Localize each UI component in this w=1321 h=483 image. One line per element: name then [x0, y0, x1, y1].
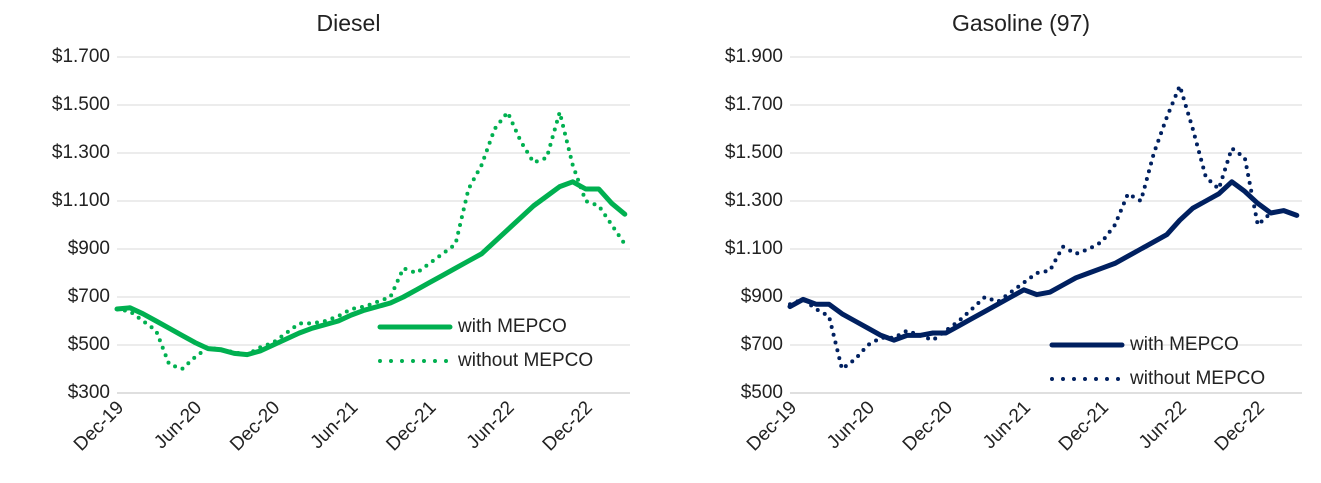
x-tick-label: Jun-21 [979, 397, 1035, 453]
chart-title: Gasoline (97) [952, 10, 1090, 36]
x-tick-label: Dec-19 [70, 397, 128, 455]
y-tick-label: $1.300 [52, 142, 110, 163]
y-tick-label: $900 [68, 238, 110, 259]
y-tick-label: $1.500 [725, 142, 783, 163]
series-line [787, 179, 1300, 343]
x-tick-label: Dec-21 [1055, 397, 1113, 455]
series-line [115, 110, 627, 371]
x-tick-label: Jun-20 [823, 397, 879, 453]
x-tick-label: Dec-22 [1211, 397, 1269, 455]
y-tick-label: $700 [68, 286, 110, 307]
y-tick-label: $1.900 [725, 46, 783, 67]
y-tick-label: $1.300 [725, 190, 783, 211]
x-tick-label: Jun-22 [1135, 397, 1191, 453]
series-line [788, 83, 1299, 371]
x-tick-label: Dec-19 [743, 397, 801, 455]
y-tick-label: $700 [741, 334, 783, 355]
legend-label: without MEPCO [1129, 368, 1265, 389]
chart-title: Diesel [317, 10, 381, 36]
x-tick-label: Dec-21 [382, 397, 440, 455]
legend-label: without MEPCO [457, 350, 593, 371]
x-tick-label: Jun-22 [463, 397, 519, 453]
legend-label: with MEPCO [457, 316, 567, 337]
x-tick-label: Jun-21 [307, 397, 363, 453]
y-tick-label: $500 [68, 334, 110, 355]
x-tick-label: Dec-22 [539, 397, 597, 455]
series-line [114, 179, 628, 358]
y-tick-label: $1.100 [725, 238, 783, 259]
y-tick-label: $1.500 [52, 94, 110, 115]
y-tick-label: $1.700 [52, 46, 110, 67]
x-tick-label: Dec-20 [226, 397, 284, 455]
x-tick-label: Jun-20 [150, 397, 206, 453]
y-tick-label: $1.700 [725, 94, 783, 115]
y-tick-label: $1.100 [52, 190, 110, 211]
y-tick-label: $300 [68, 382, 110, 403]
y-tick-label: $900 [741, 286, 783, 307]
x-tick-label: Dec-20 [899, 397, 957, 455]
y-tick-label: $500 [741, 382, 783, 403]
legend-label: with MEPCO [1129, 334, 1239, 355]
